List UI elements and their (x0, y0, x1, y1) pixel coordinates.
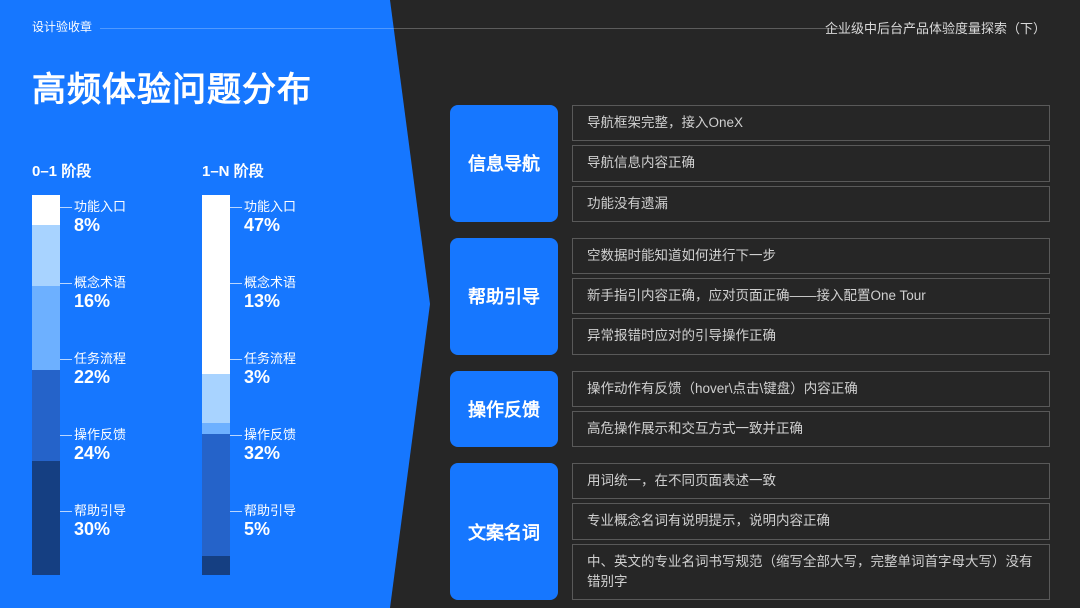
segment-percent: 32% (244, 443, 374, 465)
category-item: 功能没有遗漏 (572, 186, 1050, 222)
leader-line (60, 435, 72, 436)
segment-name: 操作反馈 (244, 427, 374, 443)
segment-percent: 24% (74, 443, 204, 465)
category-row: 信息导航导航框架完整，接入OneX 导航信息内容正确功能没有遗漏 (450, 105, 1050, 222)
category-items: 操作动作有反馈（hover\点击\键盘）内容正确高危操作展示和交互方式一致并正确 (572, 371, 1050, 448)
segment-name: 功能入口 (74, 199, 204, 215)
bar-segment (32, 370, 60, 461)
bar-segment (202, 556, 230, 575)
leader-line (60, 511, 72, 512)
category-item: 用词统一，在不同页面表述一致 (572, 463, 1050, 499)
bar-segment (202, 423, 230, 434)
header-topic-label: 企业级中后台产品体验度量探索（下） (825, 18, 1046, 37)
category-item: 中、英文的专业名词书写规范（缩写全部大写，完整单词首字母大写）没有错别字 (572, 544, 1050, 601)
leader-line (60, 283, 72, 284)
bar-segment-label: 任务流程22% (74, 351, 204, 388)
category-badge: 帮助引导 (450, 238, 558, 355)
category-item: 导航信息内容正确 (572, 145, 1050, 181)
segment-name: 功能入口 (244, 199, 374, 215)
arrow-wedge-icon (390, 0, 430, 608)
category-item: 新手指引内容正确，应对页面正确——接入配置One Tour (572, 278, 1050, 314)
segment-percent: 8% (74, 215, 204, 237)
bar-segment-label: 概念术语13% (244, 275, 374, 312)
leader-line (230, 435, 242, 436)
segment-name: 操作反馈 (74, 427, 204, 443)
segment-percent: 5% (244, 519, 374, 541)
category-item: 导航框架完整，接入OneX (572, 105, 1050, 141)
category-items: 用词统一，在不同页面表述一致专业概念名词有说明提示，说明内容正确中、英文的专业名… (572, 463, 1050, 600)
segment-name: 帮助引导 (74, 503, 204, 519)
bar-segment-label: 概念术语16% (74, 275, 204, 312)
category-badge: 文案名词 (450, 463, 558, 600)
leader-line (60, 207, 72, 208)
header-chapter-label: 设计验收章 (32, 18, 92, 35)
leader-line (230, 359, 242, 360)
bar-segment (32, 195, 60, 225)
segment-name: 帮助引导 (244, 503, 374, 519)
bar-segment (32, 461, 60, 575)
stacked-bar-chart: 0–1 阶段 功能入口8% 概念术语16% 任务流程22% 操作反馈24% 帮助引导30… (32, 160, 362, 580)
category-list: 信息导航导航框架完整，接入OneX导航信息内容正确功能没有遗漏帮助引导空数据时能… (450, 105, 1050, 608)
bar-segment (32, 286, 60, 370)
segment-percent: 3% (244, 367, 374, 389)
chart-column-label: 1–N 阶段 (202, 160, 362, 181)
bar-segment-label: 功能入口8% (74, 199, 204, 236)
bar-segment-label: 操作反馈24% (74, 427, 204, 464)
segment-percent: 47% (244, 215, 374, 237)
leader-line (230, 207, 242, 208)
segment-name: 概念术语 (74, 275, 204, 291)
header-bar: 设计验收章 企业级中后台产品体验度量探索（下） (0, 18, 1080, 42)
bar-segment (32, 225, 60, 286)
segment-percent: 13% (244, 291, 374, 313)
header-divider (100, 28, 840, 29)
bar-segment-label: 帮助引导5% (244, 503, 374, 540)
category-item: 异常报错时应对的引导操作正确 (572, 318, 1050, 354)
segment-name: 任务流程 (244, 351, 374, 367)
category-badge: 信息导航 (450, 105, 558, 222)
segment-percent: 16% (74, 291, 204, 313)
category-item: 空数据时能知道如何进行下一步 (572, 238, 1050, 274)
bar-segment (202, 434, 230, 556)
bar-segment (202, 374, 230, 423)
segment-name: 概念术语 (244, 275, 374, 291)
category-row: 操作反馈操作动作有反馈（hover\点击\键盘）内容正确高危操作展示和交互方式一… (450, 371, 1050, 448)
category-item: 高危操作展示和交互方式一致并正确 (572, 411, 1050, 447)
chart-column-1toN: 1–N 阶段 功能入口47%概念术语13%任务流程3%操作反馈32%帮助引导5% (202, 160, 362, 575)
category-row: 文案名词用词统一，在不同页面表述一致专业概念名词有说明提示，说明内容正确中、英文… (450, 463, 1050, 600)
chart-column-label: 0–1 阶段 (32, 160, 192, 181)
category-badge: 操作反馈 (450, 371, 558, 448)
bar-segment-label: 帮助引导30% (74, 503, 204, 540)
bar-segment-label: 操作反馈32% (244, 427, 374, 464)
leader-line (60, 359, 72, 360)
segment-percent: 30% (74, 519, 204, 541)
category-item: 操作动作有反馈（hover\点击\键盘）内容正确 (572, 371, 1050, 407)
category-item: 专业概念名词有说明提示，说明内容正确 (572, 503, 1050, 539)
chart-column-0to1: 0–1 阶段 功能入口8%概念术语16%任务流程22%操作反馈24%帮助引导30… (32, 160, 192, 575)
bar-segment-label: 功能入口47% (244, 199, 374, 236)
segment-name: 任务流程 (74, 351, 204, 367)
segment-percent: 22% (74, 367, 204, 389)
slide-canvas: 设计验收章 企业级中后台产品体验度量探索（下） 高频体验问题分布 0–1 阶段 … (0, 0, 1080, 608)
category-row: 帮助引导空数据时能知道如何进行下一步新手指引内容正确，应对页面正确——接入配置O… (450, 238, 1050, 355)
leader-line (230, 283, 242, 284)
bar-segment-label: 任务流程3% (244, 351, 374, 388)
category-items: 空数据时能知道如何进行下一步新手指引内容正确，应对页面正确——接入配置One T… (572, 238, 1050, 355)
leader-line (230, 511, 242, 512)
category-items: 导航框架完整，接入OneX 导航信息内容正确功能没有遗漏 (572, 105, 1050, 222)
slide-title: 高频体验问题分布 (32, 62, 312, 111)
bar-segment (202, 195, 230, 374)
